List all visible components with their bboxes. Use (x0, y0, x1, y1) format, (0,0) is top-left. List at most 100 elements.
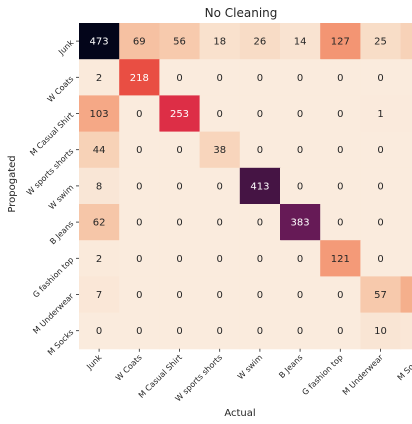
heatmap-cell (400, 276, 412, 314)
cell-value-label: 10 (374, 326, 387, 337)
cell-value-label: 0 (136, 145, 142, 156)
cell-value-label: 57 (374, 290, 387, 301)
cell-value-label: 0 (217, 181, 223, 192)
cell-value-label: 56 (173, 37, 186, 48)
x-tick-label: W Coats (114, 353, 144, 383)
x-tick-label: M Socks (396, 353, 412, 382)
cell-value-label: 127 (331, 37, 350, 48)
heatmap-cell (280, 59, 321, 96)
cell-value-label: 7 (96, 290, 102, 301)
heatmap-cell (360, 131, 402, 169)
heatmap-cell (320, 23, 361, 60)
cell-value-label: 0 (297, 145, 303, 156)
heatmap-cell (119, 276, 160, 314)
y-tick-label: Junk (56, 38, 75, 57)
cell-value-label: 44 (93, 145, 106, 156)
cell-value-label: 0 (337, 290, 343, 301)
heatmap-cell (280, 204, 321, 241)
heatmap-cell (199, 312, 241, 350)
cell-value-label: 0 (257, 145, 263, 156)
heatmap-cell (159, 131, 201, 169)
heatmap-cell (280, 167, 321, 205)
heatmap-cell (199, 95, 241, 133)
heatmap-cell (119, 167, 160, 205)
heatmap-cell (199, 276, 241, 314)
cell-value-label: 0 (257, 254, 263, 265)
heatmap-cell (400, 59, 412, 96)
cell-value-label: 0 (136, 181, 142, 192)
heatmap-cell (320, 95, 361, 133)
cell-value-label: 0 (257, 73, 263, 84)
x-tick-label: B Jeans (277, 353, 304, 380)
heatmap-cell (280, 95, 321, 133)
cell-value-label: 0 (297, 254, 303, 265)
heatmap-cell (79, 167, 120, 205)
y-tick-label: W swim (47, 183, 76, 212)
heatmap-cell (199, 23, 241, 60)
heatmap-cell (79, 95, 120, 133)
heatmap-cell (280, 312, 321, 350)
heatmap-cell (360, 312, 402, 350)
heatmap-cell (400, 167, 412, 205)
y-tick-label: W Coats (46, 74, 76, 104)
cell-value-label: 2 (96, 254, 102, 265)
cell-value-label: 8 (96, 181, 102, 192)
x-tick-label: Junk (84, 353, 103, 372)
heatmap-cell (199, 131, 241, 169)
cell-value-label: 62 (93, 218, 106, 229)
heatmap-cell (320, 131, 361, 169)
heatmap-cell (239, 276, 281, 314)
heatmap-cell (280, 131, 321, 169)
cell-value-label: 0 (136, 254, 142, 265)
cell-value-label: 218 (130, 73, 149, 84)
cell-value-label: 0 (337, 145, 343, 156)
cell-value-label: 0 (176, 290, 182, 301)
heatmap-cell (119, 95, 160, 133)
cell-value-label: 0 (96, 326, 102, 337)
cell-value-label: 0 (377, 181, 383, 192)
cell-value-label: 18 (213, 37, 226, 48)
heatmap-cell (400, 312, 412, 350)
cell-value-label: 0 (136, 218, 142, 229)
heatmap-cell (79, 131, 120, 169)
heatmap-cell (199, 240, 241, 277)
heatmap-cell (280, 276, 321, 314)
heatmap-cell (119, 240, 160, 277)
heatmap-cell (119, 312, 160, 350)
heatmap-cell (79, 312, 120, 350)
cell-value-label: 121 (331, 254, 350, 265)
heatmap-cell (199, 204, 241, 241)
cell-value-label: 413 (250, 181, 269, 192)
cell-value-label: 38 (213, 145, 226, 156)
x-tick-label: M Underwear (341, 352, 386, 397)
heatmap-cell (320, 167, 361, 205)
cell-value-label: 0 (217, 109, 223, 120)
heatmap-cell (119, 204, 160, 241)
heatmap-cell (119, 131, 160, 169)
chart-title: No Cleaning (205, 6, 278, 20)
cell-value-label: 383 (291, 218, 310, 229)
heatmap-cell (79, 276, 120, 314)
heatmap-cell (320, 312, 361, 350)
heatmap-cell (400, 95, 412, 133)
x-axis-label: Actual (224, 408, 255, 419)
heatmap-cell (239, 240, 281, 277)
cell-value-label: 0 (297, 326, 303, 337)
heatmap-cell (280, 240, 321, 277)
heatmap-cell (159, 23, 201, 60)
cell-value-label: 0 (176, 73, 182, 84)
heatmap-cell (400, 131, 412, 169)
heatmap-cell (79, 59, 120, 96)
cell-value-label: 0 (217, 73, 223, 84)
cell-value-label: 0 (337, 326, 343, 337)
heatmap-cell (360, 240, 402, 277)
heatmap-cell (159, 59, 201, 96)
cell-value-label: 0 (337, 181, 343, 192)
cell-value-label: 0 (257, 218, 263, 229)
heatmap-cell (79, 23, 120, 60)
y-tick-label: B Jeans (48, 219, 75, 246)
cell-value-label: 69 (133, 37, 146, 48)
x-tick-label: W swim (236, 353, 265, 382)
